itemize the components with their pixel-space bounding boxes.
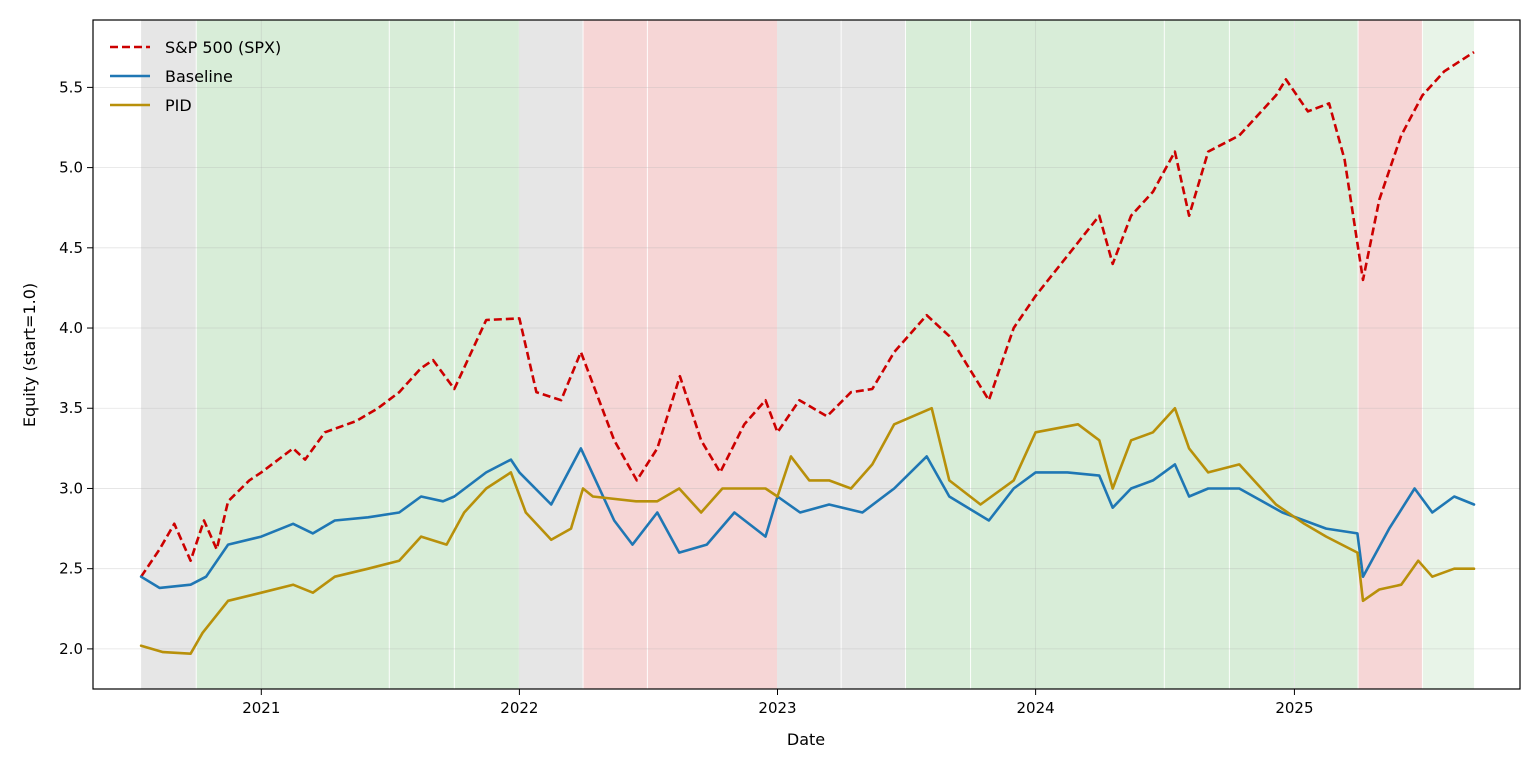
regime-band-5 bbox=[583, 20, 648, 689]
regime-band-13 bbox=[1294, 20, 1359, 689]
gridlines bbox=[93, 20, 1520, 689]
x-tick-label-1: 2022 bbox=[500, 699, 538, 717]
regime-band-11 bbox=[1164, 20, 1230, 689]
x-tick-label-4: 2025 bbox=[1275, 699, 1313, 717]
x-axis-ticks: 2021 2022 2023 2024 2025 bbox=[242, 689, 1314, 717]
series-line-s-p-500-spx bbox=[140, 51, 1475, 578]
regime-band-2 bbox=[389, 20, 455, 689]
legend-label-1: Baseline bbox=[165, 67, 233, 86]
regime-band-7 bbox=[777, 20, 842, 689]
plot-frame bbox=[92, 19, 1521, 690]
regime-band-8 bbox=[841, 20, 906, 689]
regime-band-1 bbox=[196, 20, 390, 689]
legend-label-0: S&P 500 (SPX) bbox=[165, 38, 281, 57]
y-tick-label-7: 5.5 bbox=[59, 78, 83, 96]
y-axis-ticks: 2.0 2.5 3.0 3.5 4.0 4.5 5.0 5.5 bbox=[59, 78, 93, 658]
y-tick-label-0: 2.0 bbox=[59, 640, 83, 658]
y-tick-label-5: 4.5 bbox=[59, 239, 83, 257]
y-tick-label-1: 2.5 bbox=[59, 560, 83, 578]
regime-band-6 bbox=[647, 20, 778, 689]
legend: S&P 500 (SPX) Baseline PID bbox=[110, 38, 281, 115]
legend-label-2: PID bbox=[165, 96, 192, 115]
y-axis-label: Equity (start=1.0) bbox=[20, 283, 39, 427]
regime-band-12 bbox=[1229, 20, 1295, 689]
x-tick-label-0: 2021 bbox=[242, 699, 280, 717]
series-lines bbox=[139, 51, 1476, 656]
series-line-baseline bbox=[139, 447, 1476, 590]
x-tick-label-2: 2023 bbox=[758, 699, 796, 717]
y-tick-label-6: 5.0 bbox=[59, 159, 83, 177]
regime-band-15 bbox=[1422, 20, 1475, 689]
y-tick-label-3: 3.5 bbox=[59, 399, 83, 417]
series-line-pid bbox=[139, 406, 1476, 656]
y-tick-label-2: 3.0 bbox=[59, 479, 83, 497]
x-axis-label: Date bbox=[787, 730, 825, 749]
regime-bands bbox=[141, 20, 1475, 689]
regime-band-10 bbox=[970, 20, 1165, 689]
x-tick-label-3: 2024 bbox=[1017, 699, 1055, 717]
regime-band-4 bbox=[519, 20, 584, 689]
y-tick-label-4: 4.0 bbox=[59, 319, 83, 337]
regime-band-14 bbox=[1358, 20, 1423, 689]
regime-band-0 bbox=[141, 20, 197, 689]
regime-band-3 bbox=[454, 20, 520, 689]
